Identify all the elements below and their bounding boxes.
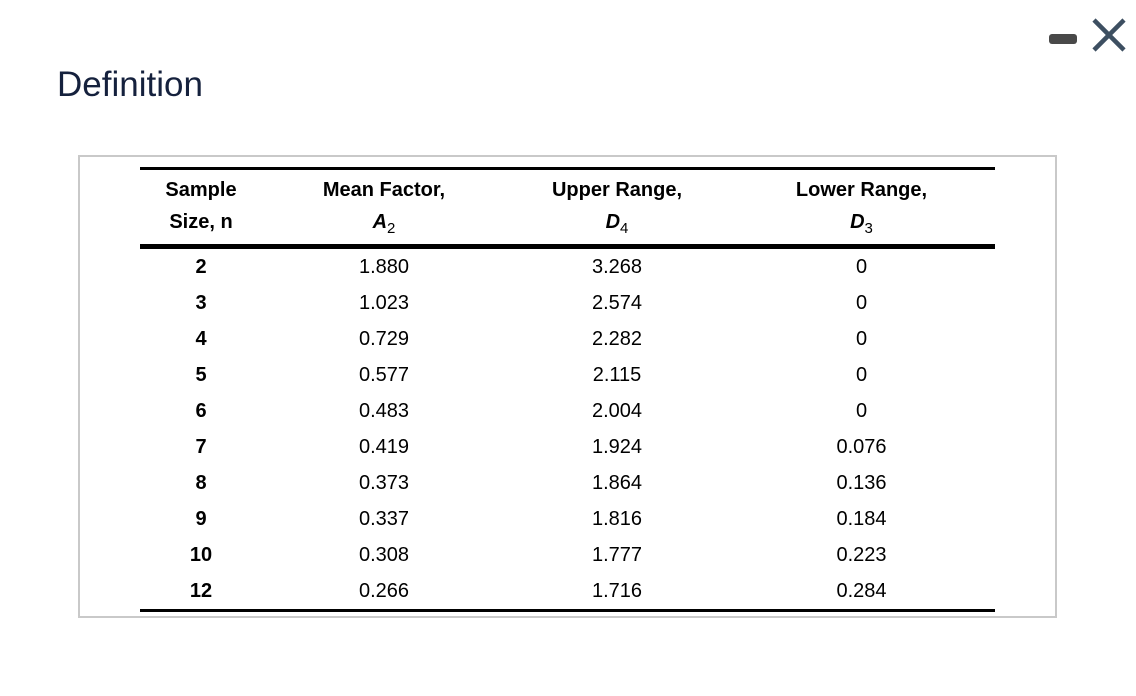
cell-lower-range: 0 — [855, 327, 868, 350]
cell-sample-size: 5 — [195, 363, 207, 386]
cell-mean-factor: 1.023 — [358, 291, 410, 314]
minimize-button[interactable] — [1040, 12, 1086, 58]
table-row: 5 0.577 2.115 0 — [140, 357, 995, 393]
header-symbol-d4: D4 — [605, 211, 629, 237]
cell-upper-range: 2.115 — [592, 363, 642, 386]
close-button[interactable] — [1086, 12, 1132, 58]
cell-mean-factor: 0.483 — [358, 399, 410, 422]
cell-lower-range: 0.184 — [836, 507, 887, 530]
header-line: Lower Range, — [795, 179, 928, 201]
header-line: Sample — [165, 179, 237, 201]
table-row: 4 0.729 2.282 0 — [140, 321, 995, 357]
cell-sample-size: 12 — [189, 579, 213, 602]
col-header-upper-range: Upper Range, D4 — [506, 169, 728, 247]
col-header-mean-factor: Mean Factor, A2 — [262, 169, 506, 247]
cell-sample-size: 7 — [195, 435, 207, 458]
cell-sample-size: 4 — [195, 327, 207, 350]
cell-upper-range: 1.716 — [591, 579, 643, 602]
cell-sample-size: 3 — [195, 291, 207, 314]
cell-upper-range: 3.268 — [591, 255, 643, 278]
control-chart-factors-table: Sample Size, n Mean Factor, A2 Upper Ran… — [140, 167, 995, 612]
table-row: 12 0.266 1.716 0.284 — [140, 573, 995, 611]
header-symbol-a2: A2 — [372, 211, 396, 237]
cell-upper-range: 1.924 — [591, 435, 643, 458]
cell-upper-range: 1.864 — [591, 471, 643, 494]
table-row: 10 0.308 1.777 0.223 — [140, 537, 995, 573]
minimize-icon — [1049, 34, 1077, 44]
table-row: 7 0.419 1.924 0.076 — [140, 429, 995, 465]
cell-sample-size: 9 — [195, 507, 207, 530]
cell-mean-factor: 0.729 — [358, 327, 410, 350]
cell-upper-range: 2.004 — [591, 399, 643, 422]
cell-upper-range: 1.816 — [591, 507, 643, 530]
header-line: Mean Factor, — [322, 179, 446, 201]
cell-upper-range: 2.574 — [591, 291, 643, 314]
close-icon — [1092, 18, 1126, 52]
table-body: 2 1.880 3.268 0 3 1.023 2.574 0 4 0.729 … — [140, 247, 995, 611]
cell-lower-range: 0.284 — [836, 579, 887, 602]
cell-mean-factor: 0.308 — [358, 543, 410, 566]
cell-upper-range: 1.777 — [591, 543, 643, 566]
cell-mean-factor: 0.419 — [358, 435, 410, 458]
cell-sample-size: 2 — [195, 255, 207, 278]
cell-mean-factor: 0.337 — [358, 507, 410, 530]
table-row: 8 0.373 1.864 0.136 — [140, 465, 995, 501]
cell-sample-size: 8 — [195, 471, 207, 494]
cell-sample-size: 10 — [189, 543, 213, 566]
header-line: Upper Range, — [551, 179, 683, 201]
cell-lower-range: 0 — [855, 291, 868, 314]
window-controls — [1040, 12, 1132, 58]
cell-mean-factor: 1.880 — [358, 255, 410, 278]
cell-lower-range: 0 — [855, 255, 868, 278]
cell-lower-range: 0.076 — [836, 435, 887, 458]
cell-mean-factor: 0.577 — [358, 363, 410, 386]
cell-lower-range: 0.223 — [836, 543, 887, 566]
cell-mean-factor: 0.266 — [358, 579, 410, 602]
definition-panel: Sample Size, n Mean Factor, A2 Upper Ran… — [78, 155, 1057, 618]
cell-lower-range: 0 — [855, 399, 868, 422]
table-row: 9 0.337 1.816 0.184 — [140, 501, 995, 537]
table-row: 3 1.023 2.574 0 — [140, 285, 995, 321]
cell-lower-range: 0 — [855, 363, 868, 386]
cell-sample-size: 6 — [195, 399, 207, 422]
table-row: 6 0.483 2.004 0 — [140, 393, 995, 429]
header-line: Size, n — [169, 211, 233, 233]
col-header-lower-range: Lower Range, D3 — [728, 169, 995, 247]
cell-mean-factor: 0.373 — [358, 471, 410, 494]
table-header: Sample Size, n Mean Factor, A2 Upper Ran… — [140, 168, 995, 247]
page-title: Definition — [57, 65, 203, 105]
table-row: 2 1.880 3.268 0 — [140, 247, 995, 286]
header-symbol-d3: D3 — [850, 211, 873, 237]
cell-upper-range: 2.282 — [591, 327, 643, 350]
col-header-sample-size: Sample Size, n — [140, 169, 262, 247]
cell-lower-range: 0.136 — [836, 471, 887, 494]
